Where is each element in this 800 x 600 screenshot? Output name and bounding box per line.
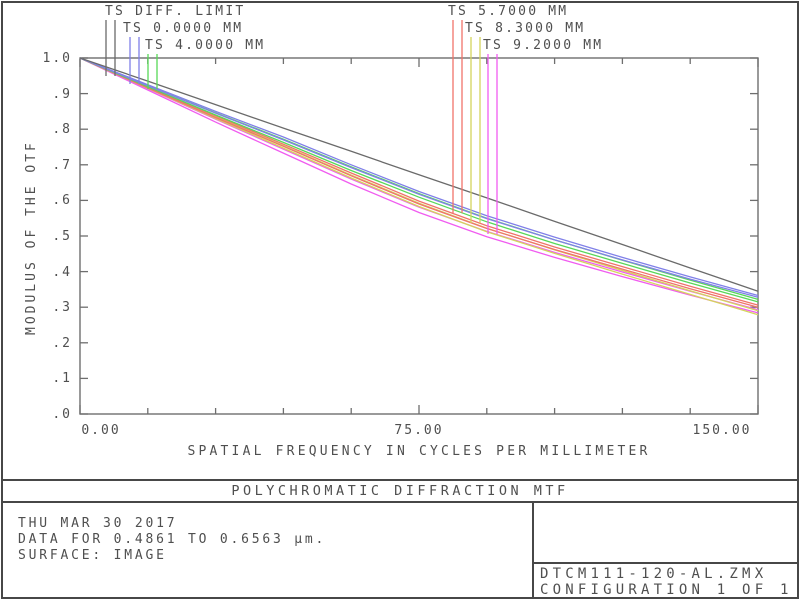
- divider-filebox: [532, 562, 799, 564]
- mtf-curve-s-4-0000-mm: [79, 57, 759, 303]
- surface-text: SURFACE: IMAGE: [18, 548, 167, 563]
- legend-label-ts-8-3000-mm: TS 8.3000 MM: [465, 21, 586, 36]
- legend-label-ts-9-2000-mm: TS 9.2000 MM: [483, 38, 604, 53]
- y-tick-label: .6: [52, 193, 72, 209]
- y-tick-label: .8: [52, 122, 72, 138]
- mtf-curve-s-8-3000-mm: [79, 57, 759, 316]
- chart-title: POLYCHROMATIC DIFFRACTION MTF: [231, 483, 569, 499]
- mtf-curve-ts-diff-limit: [79, 57, 759, 292]
- mtf-curve-t-0-0000-mm: [79, 57, 759, 297]
- y-tick-label: .0: [52, 407, 72, 422]
- mtf-curve-s-9-2000-mm: [79, 57, 759, 314]
- legend-label-ts-diff-limit: TS DIFF. LIMIT: [105, 4, 246, 19]
- divider-chart-title: [1, 479, 799, 481]
- legend-label-ts-4-0000-mm: TS 4.0000 MM: [145, 38, 266, 53]
- legend-label-ts-0-0000-mm: TS 0.0000 MM: [123, 21, 244, 36]
- y-tick-label: 1.0: [42, 51, 72, 66]
- legend-label-ts-5-7000-mm: TS 5.7000 MM: [448, 4, 569, 19]
- divider-info-vertical: [532, 501, 534, 597]
- divider-title-info: [1, 501, 799, 503]
- date-text: THU MAR 30 2017: [18, 516, 178, 531]
- y-tick-label: .1: [52, 371, 72, 387]
- y-tick-label: .4: [52, 264, 72, 280]
- y-tick-label: .2: [52, 335, 72, 351]
- x-tick-label: 75.00: [394, 423, 444, 438]
- mtf-chart-canvas: [79, 20, 759, 415]
- y-tick-label: .5: [52, 229, 72, 244]
- y-tick-label: .7: [52, 157, 72, 173]
- x-axis-title: SPATIAL FREQUENCY IN CYCLES PER MILLIMET…: [187, 444, 651, 459]
- mtf-curve-s-5-7000-mm: [79, 57, 759, 308]
- y-tick-label: .3: [52, 300, 72, 316]
- x-tick-label: 0.00: [81, 423, 121, 438]
- configuration-text: CONFIGURATION 1 OF 1: [540, 582, 793, 598]
- file-name-text: DTCM111-120-AL.ZMX: [540, 566, 768, 582]
- mtf-curve-s-0-0000-mm: [79, 57, 759, 298]
- y-tick-label: .9: [52, 86, 72, 102]
- wavelength-range-text: DATA FOR 0.4861 TO 0.6563 µm.: [18, 532, 327, 547]
- x-tick-label: 150.00: [692, 423, 752, 438]
